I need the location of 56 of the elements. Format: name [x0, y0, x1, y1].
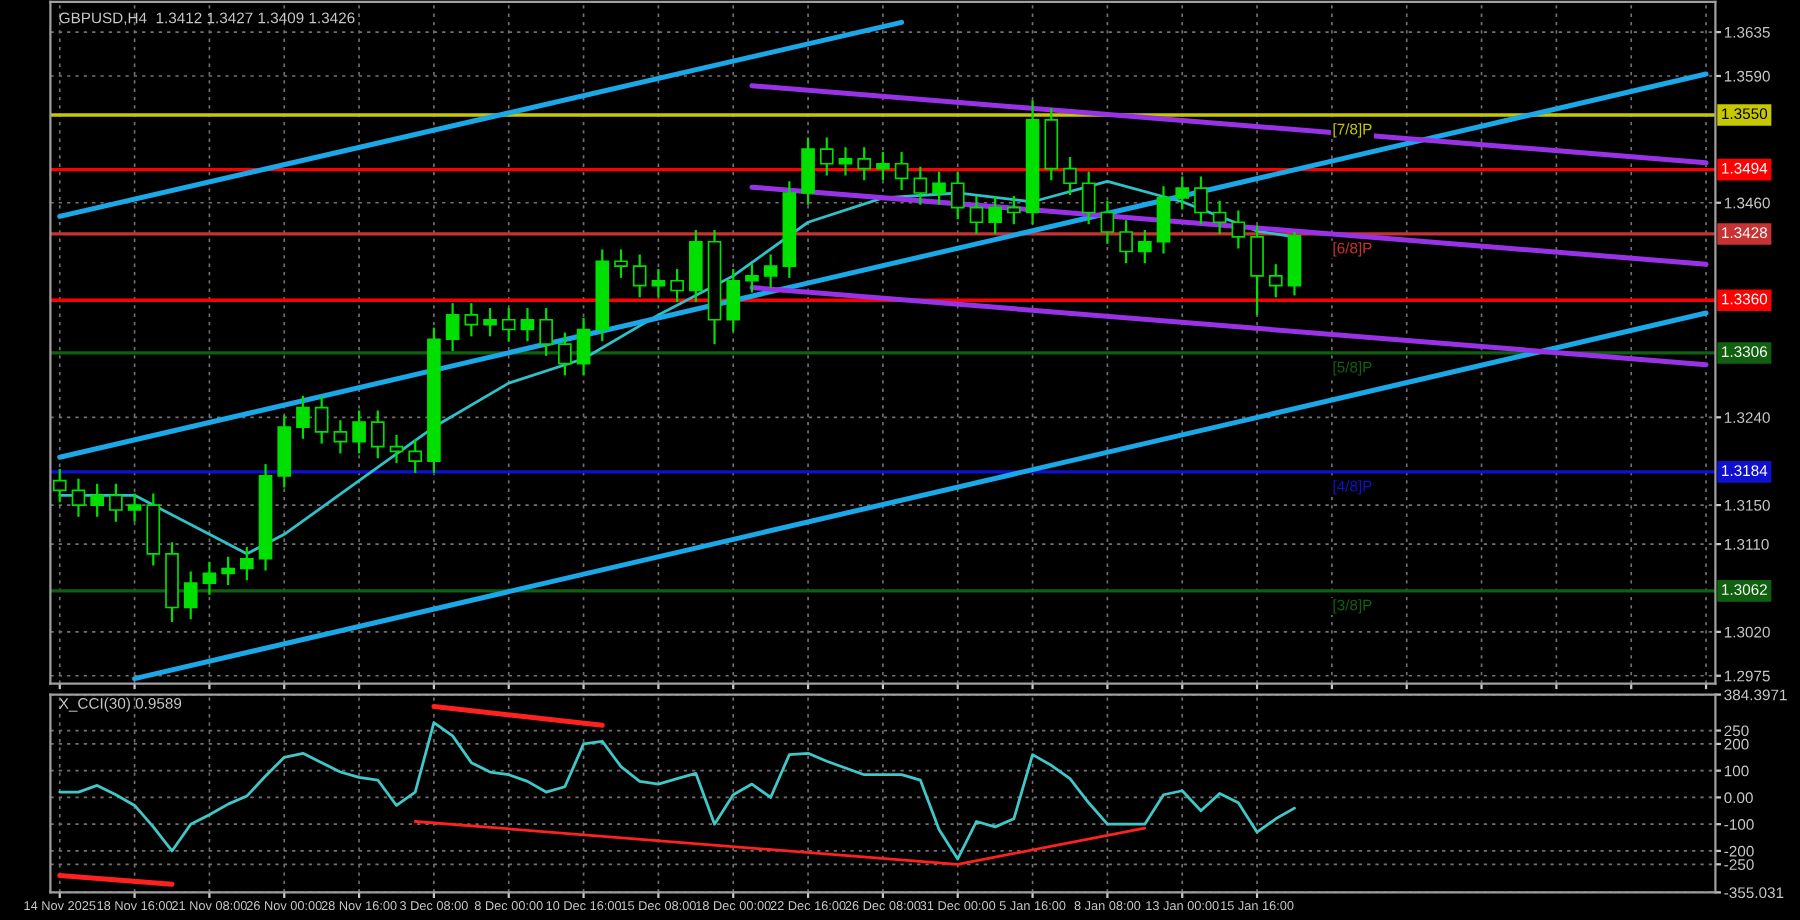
candlestick — [651, 267, 666, 299]
candlestick — [745, 263, 759, 294]
candlestick — [370, 409, 385, 460]
candlestick — [1231, 209, 1246, 250]
candlestick — [1156, 185, 1171, 255]
candlestick — [1194, 175, 1208, 226]
candlestick — [670, 267, 684, 304]
candlestick — [389, 433, 404, 465]
candlestick — [801, 136, 815, 206]
candlestick — [127, 492, 142, 523]
candlestick — [464, 302, 479, 338]
candlestick — [857, 146, 872, 182]
candlestick — [333, 419, 348, 455]
candlestick — [1007, 194, 1021, 226]
candlestick — [763, 253, 778, 289]
candlestick — [876, 150, 890, 182]
candlestick — [726, 267, 741, 333]
candlestick — [894, 150, 909, 192]
candlestick — [969, 194, 984, 236]
candlestick — [71, 477, 86, 518]
candlestick — [296, 394, 310, 440]
candlestick — [183, 570, 198, 621]
candlestick — [819, 136, 834, 177]
candlestick — [501, 306, 516, 343]
candlestick — [576, 316, 591, 377]
line-series — [58, 721, 1296, 861]
candlestick — [202, 560, 217, 596]
candlestick — [932, 170, 946, 206]
candlestick — [558, 331, 572, 377]
candlestick — [614, 248, 628, 279]
candlestick — [445, 302, 460, 353]
candlestick — [539, 306, 553, 357]
candlestick — [1175, 175, 1190, 211]
candlestick — [109, 482, 123, 523]
candlestick — [1063, 155, 1077, 197]
candlestick — [632, 253, 647, 299]
candlestick — [52, 467, 67, 504]
candlestick — [1268, 263, 1283, 299]
candlestick — [1212, 199, 1227, 236]
candlestick — [90, 482, 104, 518]
candlestick — [1119, 219, 1133, 265]
candlestick — [314, 394, 329, 445]
candlestick — [1081, 170, 1096, 226]
candlestick — [950, 170, 965, 221]
candlestick — [1137, 228, 1152, 265]
candlestick — [240, 545, 254, 582]
candlestick — [913, 165, 928, 206]
candlestick — [1250, 224, 1264, 317]
candlestick — [1100, 199, 1115, 245]
candlestick — [838, 146, 853, 177]
candlestick — [520, 306, 535, 343]
candlestick — [988, 194, 1002, 236]
candlestick — [483, 306, 497, 338]
candlestick — [352, 409, 366, 455]
candlestick — [408, 438, 423, 475]
candlestick — [221, 555, 235, 587]
